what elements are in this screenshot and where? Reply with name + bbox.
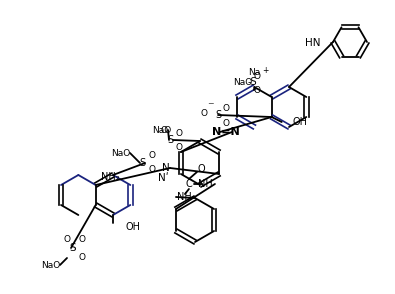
Text: O: O [222,103,229,113]
Text: ⁻: ⁻ [207,101,213,113]
Text: O: O [79,253,85,263]
Text: O: O [201,108,207,118]
Text: O: O [222,118,229,128]
Text: C: C [186,179,192,189]
Text: NaO: NaO [41,260,60,270]
Text: NH: NH [198,179,213,189]
Text: O: O [175,128,182,138]
Text: N=N: N=N [212,127,240,137]
Text: S: S [70,243,76,253]
Text: O: O [254,86,260,94]
Text: -S: -S [248,77,258,87]
Text: O: O [64,235,70,243]
Text: O: O [175,143,182,151]
Text: +: + [262,66,268,74]
Text: S: S [139,158,145,168]
Text: O: O [149,165,156,173]
Text: Nʹ: Nʹ [158,173,168,183]
Text: Na: Na [248,68,260,76]
Text: S: S [167,135,173,145]
Text: NH: NH [177,192,191,202]
Text: NaO: NaO [111,148,130,158]
Text: N: N [162,163,170,173]
Text: O: O [79,235,85,243]
Text: OH: OH [293,117,308,127]
Text: O: O [160,126,167,134]
Text: NaO: NaO [233,78,252,86]
Text: HN: HN [305,38,320,48]
Text: NaO: NaO [152,126,171,134]
Text: NH₂: NH₂ [101,172,119,182]
Text: O: O [149,151,156,160]
Text: O: O [197,164,205,174]
Text: OH: OH [125,222,140,232]
Text: O: O [254,71,260,81]
Text: S: S [215,110,221,120]
